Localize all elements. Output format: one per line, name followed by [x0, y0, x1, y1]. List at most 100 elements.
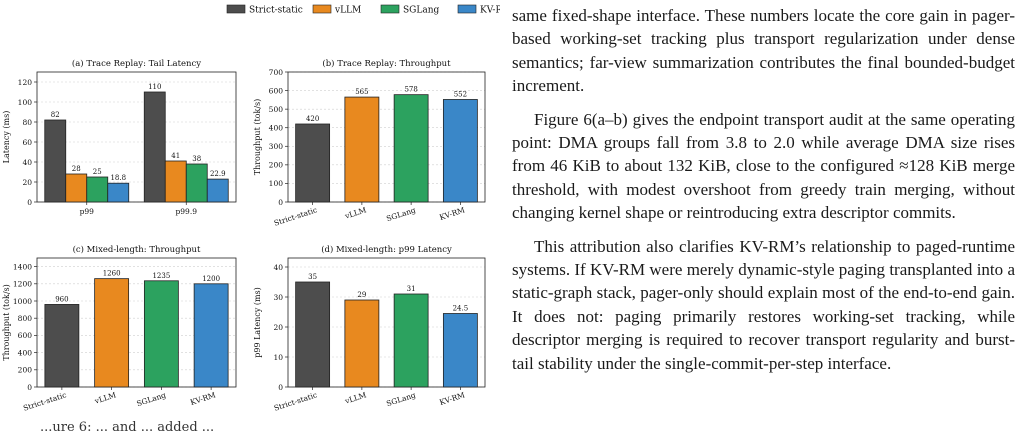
bar-strict-static — [44, 304, 80, 388]
paragraph-3: This attribution also clarifies KV-RM’s … — [512, 236, 1015, 373]
bar-vllm-p99.9 — [164, 160, 187, 203]
data-label: 552 — [454, 90, 467, 98]
bar-vllm-p99 — [65, 173, 88, 203]
x-tick-label: SGLang — [135, 390, 167, 408]
y-tick-label: 300 — [269, 142, 284, 151]
chart-panel-3: 0 10 20 30 40 (d) Mixed-length: p99 Latency p9… — [253, 244, 486, 413]
data-label: 31 — [407, 285, 416, 293]
x-tick-label: Strict-static — [273, 390, 318, 412]
x-tick-label: KV-RM — [438, 205, 466, 222]
legend-label-1: vLLM — [334, 6, 361, 16]
data-label: 1200 — [202, 275, 220, 283]
bar-strict-static — [295, 123, 331, 203]
bar-kv-rm — [193, 283, 229, 388]
y-tick-label: 80 — [22, 118, 32, 127]
bar-sglang-p99 — [86, 176, 109, 203]
data-label: 35 — [308, 273, 317, 281]
x-tick-label: p99.9 — [175, 207, 197, 216]
y-tick-label: 1400 — [13, 262, 32, 271]
y-tick-label: 500 — [269, 105, 284, 114]
panel-title: (a) Trace Replay: Tail Latency — [72, 58, 201, 69]
bar-strict-static-p99 — [44, 119, 67, 203]
y-tick-label: 20 — [22, 178, 32, 187]
bar-kv-rm-p99.9 — [206, 178, 229, 203]
y-axis-label: Throughput (tok/s) — [253, 99, 262, 176]
panel-title: (b) Trace Replay: Throughput — [322, 58, 451, 69]
legend-label-2: SGLang — [403, 6, 439, 16]
plot-frame — [287, 257, 486, 388]
bar-strict-static — [295, 281, 331, 388]
bar-vllm — [344, 96, 380, 203]
y-tick-label: 0 — [278, 198, 283, 207]
legend-label-3: KV-RM — [480, 6, 500, 16]
y-tick-label: 0 — [27, 383, 32, 392]
panel-title: (d) Mixed-length: p99 Latency — [321, 244, 452, 255]
paragraph-2: Figure 6(a–b) gives the endpoint transpo… — [512, 109, 1015, 223]
x-tick-label: SGLang — [385, 390, 417, 408]
bar-vllm — [344, 299, 380, 388]
x-tick-label: KV-RM — [438, 390, 466, 407]
legend-swatch-0 — [226, 4, 246, 14]
y-tick-label: 1200 — [13, 280, 32, 289]
data-label: 24.5 — [453, 305, 469, 313]
data-label: 29 — [357, 291, 366, 299]
x-tick-label: vLLM — [93, 390, 118, 406]
y-tick-label: 0 — [27, 198, 32, 207]
data-label: 420 — [306, 115, 319, 123]
bar-strict-static-p99.9 — [143, 91, 166, 203]
chart-panel-1: 0 100 200 300 400 500 600 700 (b) Trace Replay: … — [253, 58, 486, 228]
figure-6-panels: Strict-static vLLM SGLang KV-RM 0 20 40 60 80 10… — [2, 4, 500, 435]
data-label: 82 — [51, 111, 60, 119]
figure-caption-fragment: ...ure 6: ... and ... added ... — [40, 420, 214, 435]
data-label: 41 — [171, 152, 180, 160]
legend-swatch-2 — [380, 4, 400, 14]
x-tick-label: Strict-static — [273, 205, 318, 227]
y-tick-label: 600 — [18, 331, 33, 340]
y-tick-label: 0 — [278, 383, 283, 392]
legend-label-0: Strict-static — [249, 6, 303, 16]
bar-sglang — [143, 280, 179, 388]
y-tick-label: 400 — [18, 348, 33, 357]
data-label: 1260 — [103, 270, 121, 278]
data-label: 22.9 — [210, 170, 226, 178]
bar-kv-rm — [442, 313, 478, 388]
y-axis-label: Throughput (tok/s) — [2, 284, 11, 361]
bar-vllm — [94, 278, 130, 388]
chart-panel-0: 0 20 40 60 80 100 120 (a) Trace Replay: Tail La… — [2, 58, 237, 216]
x-tick-label: Strict-static — [22, 390, 67, 412]
bar-sglang — [393, 293, 429, 388]
y-tick-label: 20 — [273, 323, 283, 332]
body-text-column: same fixed-shape interface. These number… — [512, 4, 1015, 375]
data-label: 565 — [355, 88, 368, 96]
figure-legend: Strict-static vLLM SGLang KV-RM — [226, 4, 500, 16]
bar-sglang — [393, 94, 429, 203]
x-tick-label: SGLang — [385, 205, 417, 223]
data-label: 28 — [72, 165, 81, 173]
y-tick-label: 40 — [22, 158, 32, 167]
plot-frame — [36, 257, 237, 388]
y-tick-label: 60 — [22, 138, 32, 147]
data-label: 960 — [55, 295, 68, 303]
plot-frame — [36, 71, 237, 203]
plot-frame — [287, 71, 486, 203]
data-label: 1235 — [152, 272, 170, 280]
x-tick-label: vLLM — [343, 205, 368, 221]
y-tick-label: 40 — [273, 263, 283, 272]
paragraph-1: same fixed-shape interface. These number… — [512, 6, 1015, 96]
y-tick-label: 100 — [18, 98, 33, 107]
y-tick-label: 30 — [273, 293, 283, 302]
chart-panel-2: 0 200 400 600 800 1000 1200 1400 (c) Mixed-lengt… — [2, 244, 237, 413]
data-label: 25 — [93, 168, 102, 176]
data-label: 38 — [192, 155, 201, 163]
y-tick-label: 1000 — [13, 297, 32, 306]
legend-swatch-1 — [312, 4, 332, 14]
legend-swatch-3 — [457, 4, 477, 14]
data-label: 18.8 — [110, 174, 126, 182]
x-tick-label: p99 — [80, 207, 95, 216]
y-tick-label: 100 — [269, 179, 284, 188]
bar-kv-rm-p99 — [107, 182, 130, 203]
bar-kv-rm — [442, 99, 478, 203]
panel-title: (c) Mixed-length: Throughput — [73, 244, 201, 255]
bar-sglang-p99.9 — [185, 163, 208, 203]
y-tick-label: 10 — [273, 353, 283, 362]
